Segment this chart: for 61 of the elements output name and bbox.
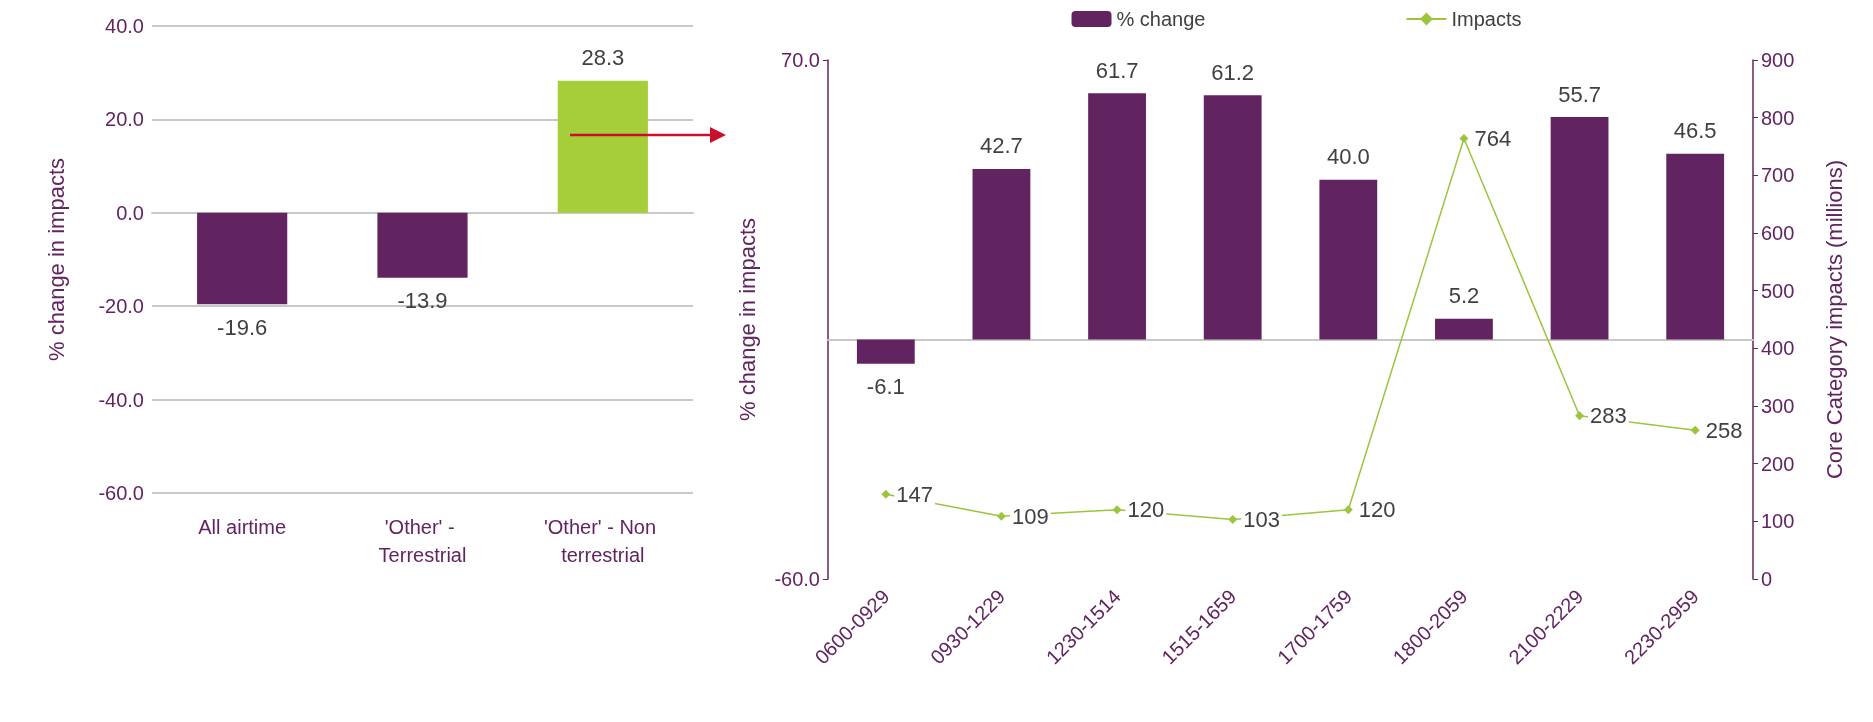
point: [1228, 515, 1238, 525]
point: [996, 511, 1006, 521]
point: [881, 489, 891, 499]
y2-tick-label: 0: [1761, 568, 1773, 590]
data-label: 764: [1474, 125, 1512, 151]
y2-axis-title: Core Category impacts (millions): [1821, 159, 1847, 480]
data-label: 5.2: [1448, 283, 1480, 309]
data-label: 40.0: [1326, 144, 1370, 170]
data-label: 283: [1590, 403, 1627, 429]
data-label: 28.3: [581, 45, 625, 71]
y2-tick-label: 100: [1761, 510, 1795, 533]
y-tick-label: -20.0: [98, 295, 144, 318]
y-tick-label: -60.0: [98, 482, 144, 504]
data-label: -19.6: [217, 314, 268, 340]
y-axis-title: % change in impacts: [734, 218, 760, 421]
y2-tick-label: 200: [1761, 452, 1795, 475]
y-tick-label: 40.0: [105, 15, 144, 37]
data-label: 120: [1358, 497, 1396, 523]
bar: [1088, 93, 1146, 340]
data-label: 120: [1127, 497, 1165, 523]
y2-tick-label: 700: [1761, 164, 1795, 187]
y2-tick-label: 900: [1761, 49, 1795, 71]
data-label: 61.7: [1095, 57, 1139, 83]
x-tick-label: 'Other' - Non terrestrial: [543, 516, 662, 566]
bar: [1203, 95, 1262, 340]
y2-tick-label: 600: [1761, 222, 1795, 244]
y-axis-title: % change in impacts: [43, 158, 69, 361]
data-label: 61.2: [1211, 59, 1255, 85]
bar: [856, 339, 915, 364]
legend-label: % change: [1116, 8, 1206, 30]
bar: [1550, 117, 1609, 340]
legend-label: Impacts: [1451, 8, 1522, 30]
data-label: 109: [1011, 503, 1049, 529]
data-label: 42.7: [980, 133, 1023, 159]
bar: [1435, 318, 1493, 340]
y2-tick-label: 800: [1761, 106, 1795, 129]
data-label: 103: [1243, 507, 1280, 533]
y2-tick-label: 300: [1761, 395, 1795, 417]
point: [1343, 505, 1353, 515]
point: [1112, 505, 1122, 515]
x-tick-label: 'Other' - Terrestrial: [378, 516, 467, 566]
y2-tick-label: 500: [1761, 279, 1795, 302]
y-tick-label: -40.0: [98, 388, 144, 411]
point: [1575, 411, 1585, 421]
data-label: 147: [896, 481, 934, 507]
data-label: 55.7: [1558, 81, 1601, 107]
point: [1690, 425, 1700, 435]
bar: [1666, 153, 1725, 340]
x-tick-label: All airtime: [198, 516, 287, 538]
bar: [972, 168, 1031, 340]
data-label: 46.5: [1673, 118, 1717, 144]
point: [1459, 133, 1469, 143]
bar: [1319, 179, 1378, 340]
data-label: 258: [1705, 417, 1743, 443]
y2-tick-label: 400: [1761, 337, 1795, 360]
y-tick-label: -60.0: [774, 568, 820, 590]
y-tick-label: 70.0: [781, 49, 820, 71]
data-label: -6.1: [866, 374, 905, 400]
data-label: -13.9: [397, 288, 448, 314]
y-tick-label: 20.0: [105, 108, 144, 131]
y-tick-label: 0.0: [116, 201, 144, 224]
